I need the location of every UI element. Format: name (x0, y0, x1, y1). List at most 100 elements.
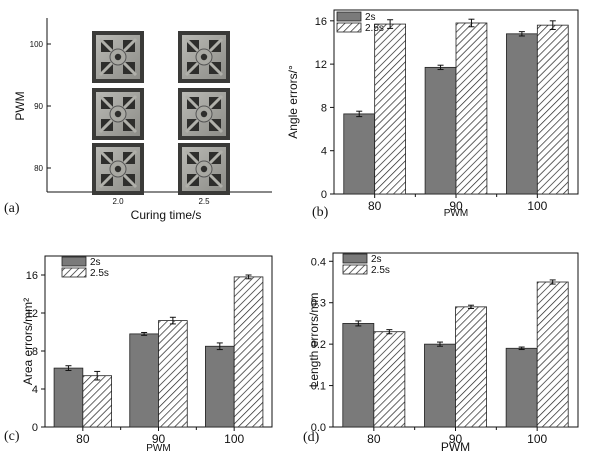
panel-a: 100 90 80 2.0 2.5 PWM Curing time/s (a) (4, 18, 272, 222)
y-tick-label: 16 (26, 270, 38, 282)
bar-2s-80 (53, 367, 84, 428)
x-tick-label: 100 (527, 199, 547, 213)
x-tick-label: 90 (449, 432, 463, 446)
panel-a-xtick-2.0: 2.0 (112, 197, 124, 206)
error-bar-2s-80 (356, 110, 363, 118)
error-bar-2s-80 (65, 365, 72, 371)
sample-image-pwm100-t2.5 (178, 31, 230, 83)
error-bar-2s-90 (437, 64, 444, 71)
legend-label: 2s (90, 257, 101, 268)
legend: 2s2.5s (61, 256, 109, 279)
bar-2s-80 (343, 113, 376, 195)
panel-label: (d) (303, 430, 320, 445)
bar-2.5s-90 (455, 22, 488, 195)
legend-label: 2s (365, 12, 376, 23)
legend-swatch (342, 253, 368, 264)
bar-2s-90 (129, 333, 159, 428)
error-bar-2.5s-90 (468, 304, 475, 310)
sample-image-pwm90-t2.5 (178, 88, 230, 140)
panel-label: (b) (312, 205, 329, 220)
error-bar-2s-100 (518, 31, 525, 37)
legend: 2s2.5s (342, 253, 390, 276)
legend-swatch (336, 22, 362, 33)
error-bar-2.5s-80 (386, 329, 393, 335)
panel-a-y-ticks: 100 90 80 (30, 40, 51, 173)
x-tick-label: 100 (527, 432, 547, 446)
error-bar-2s-80 (355, 320, 362, 327)
x-tick-label: 90 (152, 432, 166, 446)
error-bar-2.5s-100 (549, 20, 556, 30)
sample-image-pwm100-t2.0 (92, 31, 144, 83)
y-tick-label: 0 (32, 422, 38, 434)
y-tick-label: 4 (321, 146, 327, 158)
y-axis-label: Angle errors/° (286, 65, 300, 139)
x-tick-label: 90 (449, 199, 463, 213)
y-tick-label: 0.0 (311, 422, 326, 434)
x-axis-label: PWM (444, 208, 468, 219)
legend-swatch (61, 267, 87, 278)
bar-2.5s-100 (536, 281, 569, 428)
chart-c: 0 4 8 12 16 80 90 100 2s2.5s PWM Area errors/mm² (c… (4, 255, 273, 454)
x-tick-label: 100 (224, 432, 244, 446)
y-tick-label: 8 (32, 346, 38, 358)
legend-label: 2.5s (371, 265, 390, 276)
y-tick-label: 12 (315, 59, 327, 71)
bar-2s-90 (424, 343, 456, 428)
error-bar-2.5s-80 (387, 19, 394, 29)
legend-label: 2.5s (365, 23, 384, 34)
y-axis-label: Area errors/mm² (21, 298, 35, 385)
bar-2s-80 (342, 323, 375, 428)
y-tick-label: 0.3 (311, 298, 326, 310)
error-bar-2.5s-100 (549, 279, 556, 285)
sample-image-pwm90-t2.0 (92, 88, 144, 140)
error-bar-2.5s-90 (468, 18, 475, 28)
error-bar-2s-90 (436, 341, 443, 347)
panel-a-ylabel: PWM (13, 91, 27, 120)
bar-2.5s-80 (82, 375, 112, 428)
bar-2.5s-100 (536, 24, 569, 195)
y-tick-label: 8 (321, 102, 327, 114)
bar-2.5s-80 (373, 331, 406, 428)
bar-2.5s-90 (455, 306, 487, 428)
x-tick-label: 80 (368, 199, 382, 213)
chart-b: 0 4 8 12 16 80 90 100 2s2.5s PWM Angle errors/° (b) (286, 9, 579, 220)
legend-label: 2s (371, 254, 382, 265)
panel-a-ytick-100: 100 (30, 40, 44, 49)
y-axis-label: Length errors/mm (307, 293, 321, 388)
error-bar-2.5s-100 (245, 274, 252, 280)
error-bar-2.5s-90 (169, 316, 176, 325)
legend: 2s2.5s (336, 11, 384, 34)
y-tick-label: 0.2 (311, 339, 326, 351)
panel-label: (c) (4, 429, 20, 444)
panel-a-sample-images (92, 31, 230, 195)
error-bar-2s-100 (518, 346, 525, 351)
y-tick-label: 16 (315, 16, 327, 28)
bar-2s-100 (205, 345, 235, 428)
x-tick-label: 80 (367, 432, 381, 446)
panel-a-xlabel: Curing time/s (131, 208, 202, 222)
bar-2s-90 (424, 66, 457, 195)
bar-2.5s-80 (374, 23, 406, 195)
legend-label: 2.5s (90, 268, 109, 279)
legend-swatch (336, 11, 362, 22)
panel-a-xtick-2.5: 2.5 (198, 197, 210, 206)
panel-a-ytick-90: 90 (34, 102, 43, 111)
y-tick-label: 0.1 (311, 381, 326, 393)
y-tick-label: 12 (26, 308, 38, 320)
x-axis-label: PWM (146, 443, 170, 454)
y-tick-label: 0 (321, 189, 327, 201)
bar-2s-100 (505, 347, 538, 428)
panel-a-label: (a) (4, 201, 20, 216)
bar-2.5s-90 (158, 320, 188, 428)
bar-2s-100 (506, 33, 538, 195)
y-tick-label: 4 (32, 384, 38, 396)
legend-swatch (61, 256, 87, 267)
x-axis-label: PWM (441, 440, 470, 454)
legend-swatch (342, 264, 368, 275)
chart-d: 0.0 0.1 0.2 0.3 0.4 80 90 100 2s2.5s PWM Length er… (303, 252, 579, 454)
sample-image-pwm80-t2.0 (92, 143, 144, 195)
bar-2.5s-100 (233, 276, 264, 428)
error-bar-2.5s-80 (94, 370, 101, 381)
error-bar-2s-90 (141, 331, 148, 336)
